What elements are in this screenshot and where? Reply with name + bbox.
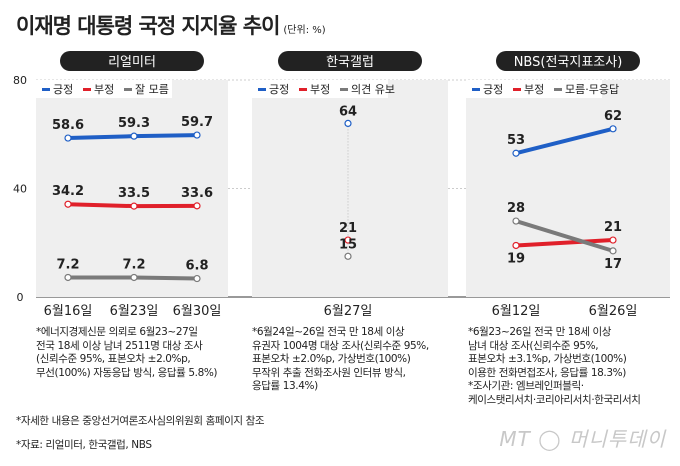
data-label: 28: [507, 201, 525, 216]
data-point: [130, 132, 138, 140]
data-point: [193, 274, 201, 283]
panel-title-pill: [496, 51, 640, 71]
data-point: [193, 131, 201, 139]
data-label: 6.8: [185, 259, 208, 274]
panel-title: 리얼미터: [108, 55, 156, 70]
x-tick-label: 6월16일: [44, 304, 93, 319]
x-tick-label: 6월12일: [492, 304, 541, 319]
logo: MT ◯ 머니투데이: [499, 427, 666, 451]
panel-title: 한국갤럽: [326, 55, 374, 70]
data-label: 19: [507, 251, 525, 266]
legend-swatch: [340, 88, 348, 91]
series-line: [515, 126, 614, 156]
data-point: [609, 236, 617, 244]
legend-box: [36, 80, 172, 98]
data-label: 33.6: [181, 186, 213, 201]
legend-swatch: [124, 88, 132, 91]
x-tick-label: 6월23일: [110, 304, 159, 319]
data-point: [512, 241, 520, 250]
data-point: [344, 119, 352, 128]
legend-label: 부정: [524, 83, 544, 96]
panel-background: [36, 80, 228, 297]
data-label: 15: [339, 237, 357, 252]
panel-title-pill: [60, 51, 204, 71]
series-line: [515, 238, 614, 248]
legend-label: 긍정: [483, 83, 503, 96]
data-point: [193, 202, 201, 210]
y-tick-label: 80: [13, 74, 27, 87]
panel-title: NBS(전국지표조사): [514, 55, 623, 70]
data-label: 53: [507, 133, 525, 148]
data-point: [512, 217, 520, 225]
data-point: [64, 273, 72, 282]
page-title: 이재명 대통령 국정 지지율 추이 (단위: %): [16, 10, 326, 40]
series-line: [515, 219, 614, 253]
panel-background: [252, 80, 448, 297]
data-point: [64, 200, 72, 208]
data-label: 17: [604, 257, 622, 272]
data-point: [130, 202, 138, 210]
legend-label: 부정: [94, 83, 114, 96]
legend-swatch: [258, 88, 266, 91]
data-label: 59.3: [118, 116, 150, 131]
panel-background: [466, 80, 670, 297]
legend-swatch: [513, 88, 521, 91]
legend-label: 의견 유보: [351, 83, 395, 96]
data-point: [64, 134, 72, 142]
panel-title-pill: [278, 51, 422, 71]
x-tick-label: 6월26일: [589, 304, 638, 319]
data-point: [130, 273, 138, 282]
footnote-source: *자료: 리얼미터, 한국갤럽, NBS: [16, 439, 152, 451]
data-point: [344, 252, 352, 260]
legend-swatch: [42, 88, 50, 91]
data-label: 7.2: [56, 257, 79, 272]
data-point: [512, 149, 520, 157]
legend-swatch: [83, 88, 91, 91]
legend-swatch: [554, 88, 562, 91]
data-point: [344, 236, 352, 244]
note-gallup: *6월24일~26일 전국 만 18세 이상 유권자 1004명 대상 조사(신…: [252, 326, 429, 392]
data-point: [609, 125, 617, 133]
note-nbs: *6월23~26일 전국 만 18세 이상 남녀 대상 조사(신뢰수준 95%,…: [468, 326, 641, 406]
unit-label: (단위: %): [283, 25, 326, 36]
legend-label: 모름·무응답: [565, 83, 619, 96]
data-label: 21: [339, 221, 357, 236]
data-label: 7.2: [122, 257, 145, 272]
legend-label: 부정: [310, 83, 330, 96]
x-tick-label: 6월27일: [324, 304, 373, 319]
legend-swatch: [299, 88, 307, 91]
legend-box: [466, 80, 602, 98]
legend-label: 긍정: [269, 83, 289, 96]
note-realmeter: *에너지경제신문 의뢰로 6월23~27일 전국 18세 이상 남녀 2511명…: [36, 326, 218, 379]
data-label: 33.5: [118, 186, 150, 201]
data-label: 21: [604, 220, 622, 235]
y-tick-label: 40: [13, 183, 27, 196]
data-point: [609, 247, 617, 255]
data-label: 64: [339, 104, 357, 119]
title-text: 이재명 대통령 국정 지지율 추이: [16, 14, 280, 38]
footnote-detail: *자세한 내용은 중앙선거여론조사심의위원회 홈페이지 참조: [16, 415, 265, 427]
legend-label: 잘 모름: [135, 83, 169, 96]
legend-label: 긍정: [53, 83, 73, 96]
data-label: 62: [604, 109, 622, 124]
legend-box: [252, 80, 388, 98]
data-label: 59.7: [181, 115, 213, 130]
x-tick-label: 6월30일: [173, 304, 222, 319]
legend-swatch: [472, 88, 480, 91]
data-label: 34.2: [52, 184, 84, 199]
y-tick-label: 0: [17, 291, 24, 304]
data-label: 58.6: [52, 118, 84, 133]
